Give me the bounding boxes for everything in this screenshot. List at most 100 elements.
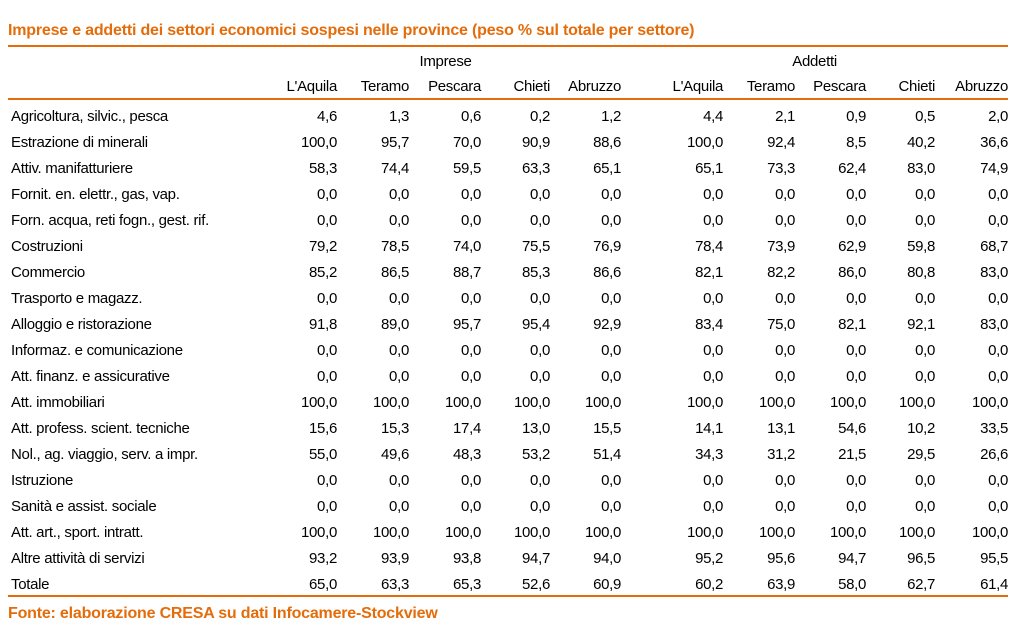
table-cell: 100,0 — [830, 393, 867, 411]
table-row: Att. finanz. e assicurative 0,0 0,0 0,0 0,0 0… — [8, 363, 1008, 389]
table-cell: 0,0 — [846, 497, 867, 515]
table-cell: 0,0 — [775, 497, 796, 515]
table-cell: 82,1 — [695, 263, 724, 281]
table-cell: 0,0 — [846, 185, 867, 203]
table-cell: 0,0 — [461, 497, 481, 515]
table-cell: 73,9 — [767, 237, 796, 255]
table-cell: 0,2 — [530, 107, 550, 125]
table-cell: 95,7 — [453, 315, 481, 333]
table-cell: 83,4 — [695, 315, 724, 333]
row-label: Costruzioni — [11, 237, 83, 255]
table-title: Imprese e addetti dei settori economici … — [8, 22, 695, 39]
table-cell: 68,7 — [980, 237, 1009, 255]
table-row: Costruzioni 79,2 78,5 74,0 75,5 76,9 78,4 73,9 6… — [8, 233, 1008, 259]
table-row: Nol., ag. viaggio, serv. a impr. 55,0 49,6… — [8, 441, 1008, 467]
row-label: Fornit. en. elettr., gas, vap. — [11, 185, 180, 203]
table-cell: 58,3 — [309, 159, 337, 177]
table-row: Totale 65,0 63,3 65,3 52,6 60,9 60,2 63,9 58,0 62… — [8, 571, 1008, 597]
table-cell: 2,1 — [775, 107, 796, 125]
table-cell: 0,0 — [915, 185, 936, 203]
table-cell: 95,5 — [980, 549, 1009, 567]
table-cell: 29,5 — [907, 445, 936, 463]
table-cell: 13,1 — [767, 419, 796, 437]
table-cell: 40,2 — [907, 133, 936, 151]
top-rule — [8, 45, 1008, 47]
table-cell: 100,0 — [687, 133, 724, 151]
table-cell: 0,0 — [775, 289, 796, 307]
table-cell: 100,0 — [372, 393, 409, 411]
table-cell: 92,1 — [907, 315, 936, 333]
table-cell: 83,0 — [907, 159, 936, 177]
table-cell: 75,0 — [767, 315, 796, 333]
row-label: Att. finanz. e assicurative — [11, 367, 170, 385]
table-cell: 0,0 — [389, 497, 409, 515]
table-cell: 0,0 — [601, 471, 622, 489]
table-cell: 0,0 — [317, 471, 337, 489]
table-row: Sanità e assist. sociale 0,0 0,0 0,0 0,0 0,0 0… — [8, 493, 1008, 519]
table-cell: 55,0 — [309, 445, 337, 463]
table-cell: 51,4 — [593, 445, 622, 463]
header-spacer — [8, 49, 270, 74]
bottom-rule — [8, 595, 1008, 597]
table-cell: 100,0 — [300, 133, 337, 151]
table-cell: 100,0 — [444, 523, 481, 541]
table-cell: 90,9 — [522, 133, 550, 151]
table-cell: 59,5 — [453, 159, 481, 177]
table-cell: 92,4 — [767, 133, 796, 151]
row-label: Nol., ag. viaggio, serv. a impr. — [11, 445, 198, 463]
table-cell: 10,2 — [907, 419, 936, 437]
table-cell: 88,7 — [453, 263, 481, 281]
table-cell: 62,9 — [838, 237, 867, 255]
table-cell: 0,0 — [846, 211, 867, 229]
row-label: Totale — [11, 575, 50, 593]
table-cell: 100,0 — [899, 523, 936, 541]
table-cell: 0,0 — [530, 211, 550, 229]
table-cell: 100,0 — [972, 393, 1009, 411]
table-cell: 0,0 — [915, 497, 936, 515]
row-label: Estrazione di minerali — [11, 133, 148, 151]
table-cell: 60,2 — [695, 575, 724, 593]
header-spacer — [8, 74, 270, 99]
table-cell: 0,0 — [389, 471, 409, 489]
table-cell: 0,0 — [317, 341, 337, 359]
table-cell: 89,0 — [381, 315, 409, 333]
table-row: Istruzione 0,0 0,0 0,0 0,0 0,0 0,0 0,0 0,0 0,0 0,0 — [8, 467, 1008, 493]
table-row: Attiv. manifatturiere 58,3 74,4 59,5 63,3 65,… — [8, 155, 1008, 181]
row-label: Altre attività di servizi — [11, 549, 145, 567]
table-cell: 0,0 — [703, 497, 724, 515]
table-cell: 59,8 — [907, 237, 936, 255]
table-cell: 60,9 — [593, 575, 622, 593]
column-header: Pescara — [813, 78, 867, 95]
row-label: Att. art., sport. intratt. — [11, 523, 144, 541]
table-cell: 0,0 — [915, 211, 936, 229]
table-cell: 21,5 — [838, 445, 867, 463]
row-label: Forn. acqua, reti fogn., gest. rif. — [11, 211, 209, 229]
table-cell: 86,6 — [593, 263, 622, 281]
table-cell: 0,0 — [775, 185, 796, 203]
table-cell: 53,2 — [522, 445, 550, 463]
table-cell: 91,8 — [309, 315, 337, 333]
table-cell: 62,7 — [907, 575, 936, 593]
table-cell: 0,0 — [389, 341, 409, 359]
table-cell: 54,6 — [838, 419, 867, 437]
column-header: Abruzzo — [955, 78, 1009, 95]
table-cell: 92,9 — [593, 315, 622, 333]
table-cell: 4,6 — [317, 107, 337, 125]
table-cell: 0,0 — [389, 211, 409, 229]
table-cell: 0,0 — [846, 289, 867, 307]
table-cell: 0,0 — [317, 289, 337, 307]
table-cell: 79,2 — [309, 237, 337, 255]
table-row: Fornit. en. elettr., gas, vap. 0,0 0,0 0,0 0… — [8, 181, 1008, 207]
table-cell: 93,2 — [309, 549, 337, 567]
table-cell: 0,0 — [317, 211, 337, 229]
table-cell: 100,0 — [513, 523, 550, 541]
table-cell: 0,0 — [988, 367, 1009, 385]
table-cell: 88,6 — [593, 133, 622, 151]
table-cell: 85,2 — [309, 263, 337, 281]
table-cell: 100,0 — [585, 523, 622, 541]
column-header: L'Aquila — [286, 78, 337, 95]
table-cell: 0,0 — [601, 341, 622, 359]
column-header: Teramo — [360, 78, 410, 95]
column-header: Abruzzo — [568, 78, 622, 95]
table-cell: 95,4 — [522, 315, 550, 333]
